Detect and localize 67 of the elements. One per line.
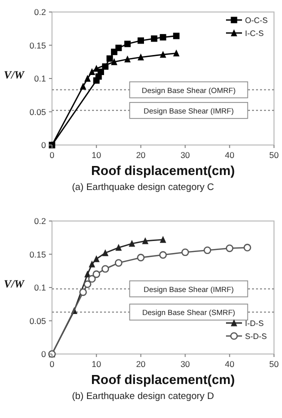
point bbox=[93, 255, 100, 262]
y-tick-label: 0.1 bbox=[34, 74, 46, 84]
y-tick-label: 0 bbox=[41, 349, 46, 359]
point bbox=[160, 50, 166, 58]
legend-label: I-C-S bbox=[245, 29, 264, 38]
x-axis-title: Roof displacement(cm) bbox=[91, 163, 235, 178]
y-tick-label: 0.1 bbox=[34, 282, 46, 292]
point bbox=[106, 55, 113, 62]
text: (b) Earthquake design category D bbox=[72, 391, 214, 402]
point bbox=[160, 34, 166, 40]
point bbox=[84, 280, 92, 288]
point bbox=[160, 236, 166, 243]
point bbox=[80, 82, 86, 90]
point bbox=[142, 237, 148, 244]
x-tick-label: 30 bbox=[180, 359, 190, 369]
x-tick-label: 10 bbox=[92, 359, 102, 369]
point bbox=[181, 248, 189, 256]
point bbox=[124, 56, 131, 62]
point bbox=[88, 68, 96, 76]
point bbox=[79, 288, 87, 296]
point bbox=[84, 270, 91, 278]
y-tick-label: 0.2 bbox=[34, 7, 46, 17]
point bbox=[84, 74, 91, 82]
x-tick-label: 50 bbox=[269, 359, 279, 369]
y-tick-label: 0.2 bbox=[34, 216, 46, 226]
legend-label: S-D-S bbox=[245, 332, 267, 341]
y-tick-label: 0.05 bbox=[29, 316, 46, 326]
x-tick-label: 40 bbox=[224, 359, 235, 369]
x-tick-label: 0 bbox=[50, 150, 55, 160]
point bbox=[138, 37, 144, 44]
point bbox=[173, 32, 180, 40]
point bbox=[114, 259, 122, 267]
point bbox=[92, 270, 100, 278]
y-tick-label: 0 bbox=[41, 140, 46, 150]
point bbox=[226, 244, 234, 252]
point bbox=[102, 249, 108, 256]
y-axis-title: V/W bbox=[4, 278, 26, 290]
point bbox=[204, 246, 212, 254]
x-tick-label: 0 bbox=[50, 359, 55, 369]
y-axis-title: V/W bbox=[4, 70, 26, 82]
point bbox=[137, 254, 145, 262]
y-tick-label: 0.15 bbox=[29, 249, 46, 260]
point bbox=[115, 44, 122, 52]
point bbox=[115, 244, 122, 251]
x-tick-label: 50 bbox=[269, 150, 279, 160]
point bbox=[138, 54, 144, 60]
point bbox=[124, 40, 131, 48]
x-tick-label: 20 bbox=[136, 150, 146, 160]
point bbox=[150, 35, 158, 42]
point bbox=[110, 58, 118, 66]
y-tick-label: 0.05 bbox=[29, 106, 46, 117]
point bbox=[88, 275, 96, 283]
x-axis-title: Roof displacement(cm) bbox=[91, 372, 235, 387]
legend-label: O-C-S bbox=[245, 16, 268, 25]
point bbox=[159, 251, 167, 259]
x-tick-label: 10 bbox=[92, 150, 102, 160]
text: (a) Earthquake design category C bbox=[72, 182, 214, 193]
point bbox=[88, 260, 96, 268]
point bbox=[173, 50, 180, 56]
x-tick-label: 40 bbox=[224, 150, 235, 160]
point bbox=[244, 244, 252, 252]
point bbox=[101, 265, 110, 273]
point bbox=[128, 240, 136, 247]
x-tick-label: 20 bbox=[136, 359, 146, 369]
legend-label: I-D-S bbox=[245, 319, 264, 328]
x-tick-label: 30 bbox=[180, 150, 190, 160]
y-tick-label: 0.15 bbox=[29, 40, 46, 50]
